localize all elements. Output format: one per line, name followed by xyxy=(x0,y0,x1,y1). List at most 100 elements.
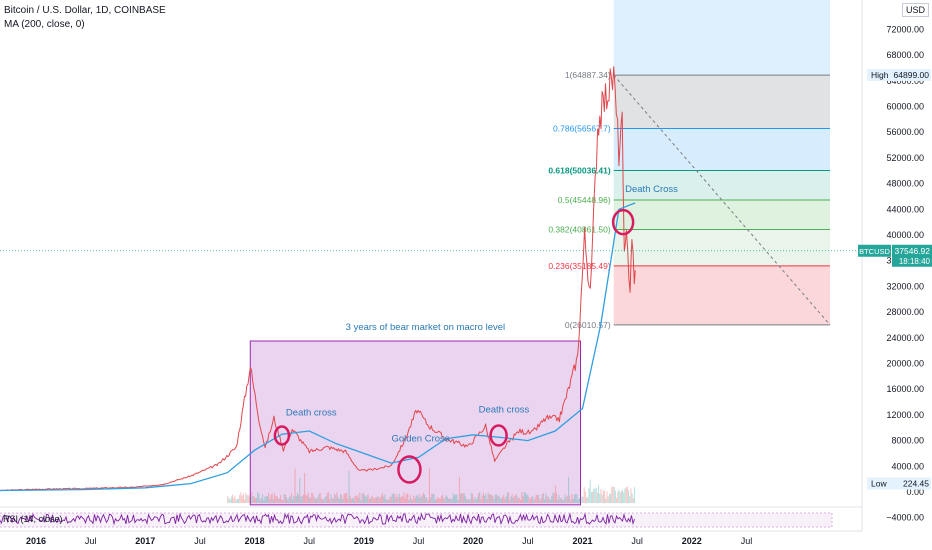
y-tick-label: 8000.00 xyxy=(891,436,924,446)
volume-bar xyxy=(322,498,324,503)
volume-bar xyxy=(490,493,492,503)
volume-bar xyxy=(329,499,331,503)
volume-bar xyxy=(617,492,619,503)
volume-bar xyxy=(274,493,276,503)
y-tick-label: 20000.00 xyxy=(886,359,924,369)
x-tick-label: 2022 xyxy=(682,536,702,546)
volume-bar xyxy=(245,492,247,503)
volume-bar xyxy=(517,498,519,503)
volume-bar xyxy=(468,499,470,503)
volume-bar xyxy=(556,492,558,503)
volume-bar xyxy=(252,496,254,503)
volume-bar xyxy=(294,468,296,503)
volume-bar xyxy=(412,499,414,503)
volume-bar xyxy=(493,498,495,503)
volume-bar xyxy=(424,494,426,503)
volume-bar xyxy=(365,497,367,503)
volume-bar xyxy=(452,493,454,503)
fib-level-label: 0.236(35185.49) xyxy=(548,261,611,271)
volume-bar xyxy=(431,493,433,503)
volume-bar xyxy=(474,496,476,503)
y-tick-label: 28000.00 xyxy=(886,307,924,317)
volume-bar xyxy=(265,496,267,503)
y-tick-label: 52000.00 xyxy=(886,153,924,163)
volume-bar xyxy=(426,497,428,503)
volume-bar xyxy=(618,489,620,503)
golden-cross-circle[interactable] xyxy=(397,455,422,484)
volume-bar xyxy=(486,499,488,503)
volume-bar xyxy=(379,497,381,503)
symbol-label: BTCUSD xyxy=(859,247,890,256)
volume-bar xyxy=(418,497,420,503)
volume-bar xyxy=(421,495,423,503)
volume-bar xyxy=(432,493,434,503)
volume-bar xyxy=(366,495,368,503)
indicator-legend[interactable]: MA (200, close, 0) xyxy=(4,19,85,30)
volume-bar xyxy=(374,497,376,503)
volume-bar xyxy=(498,495,500,503)
volume-bar xyxy=(580,495,582,503)
volume-bar xyxy=(269,498,271,503)
fib-trend-line xyxy=(613,74,831,326)
volume-bar xyxy=(229,499,231,503)
volume-bar xyxy=(582,496,584,503)
fib-band xyxy=(613,75,830,129)
ma-series-line xyxy=(0,202,636,492)
volume-bar xyxy=(443,498,445,503)
volume-bar xyxy=(377,495,379,503)
currency-badge[interactable]: USD xyxy=(902,3,930,17)
y-tick-label: 24000.00 xyxy=(886,333,924,343)
volume-bar xyxy=(541,494,543,503)
volume-bar xyxy=(378,497,380,503)
volume-bar xyxy=(529,499,531,503)
volume-bar xyxy=(306,495,308,503)
volume-bar xyxy=(576,494,578,503)
volume-bar xyxy=(484,495,486,503)
volume-bar xyxy=(242,493,244,503)
death-cross-circle-2[interactable] xyxy=(489,424,508,447)
low-badge xyxy=(867,477,931,490)
y-tick-label: −4000.00 xyxy=(886,513,924,523)
volume-bar xyxy=(236,499,238,503)
volume-bar xyxy=(314,499,316,503)
volume-bar xyxy=(588,488,590,503)
volume-bar xyxy=(300,496,302,503)
high-label: High xyxy=(871,70,889,80)
volume-bar xyxy=(540,497,542,503)
x-tick-label: Jul xyxy=(741,536,753,546)
volume-bar xyxy=(319,492,321,503)
volume-bar xyxy=(558,494,560,503)
volume-bar xyxy=(301,495,303,503)
volume-bar xyxy=(586,497,588,503)
volume-bar xyxy=(364,495,366,503)
volume-bar xyxy=(367,494,369,503)
volume-bar xyxy=(230,496,232,503)
volume-bar xyxy=(434,499,436,503)
death-cross-circle-1[interactable] xyxy=(273,425,291,446)
death-cross-circle-3[interactable] xyxy=(611,208,635,236)
volume-bar xyxy=(376,497,378,503)
volume-bar xyxy=(524,492,526,503)
bear-market-box[interactable] xyxy=(249,340,581,506)
volume-bar xyxy=(409,494,411,503)
volume-bar xyxy=(451,498,453,503)
volume-bar xyxy=(305,494,307,503)
volume-bar xyxy=(433,494,435,503)
symbol-badge xyxy=(858,244,891,257)
volume-bar xyxy=(355,496,357,503)
volume-bar xyxy=(264,496,266,503)
volume-bar xyxy=(564,494,566,503)
volume-bar xyxy=(362,492,364,503)
volume-bar xyxy=(488,494,490,503)
volume-bar xyxy=(592,491,594,503)
chart-title: Bitcoin / U.S. Dollar, 1D, COINBASE xyxy=(4,5,166,16)
volume-bar xyxy=(612,486,614,503)
volume-bar xyxy=(634,487,636,503)
volume-bar xyxy=(262,494,264,503)
volume-bar xyxy=(600,488,602,503)
volume-bar xyxy=(312,493,314,503)
volume-bar xyxy=(542,492,544,503)
volume-bar xyxy=(233,498,235,503)
volume-bar xyxy=(623,492,625,503)
